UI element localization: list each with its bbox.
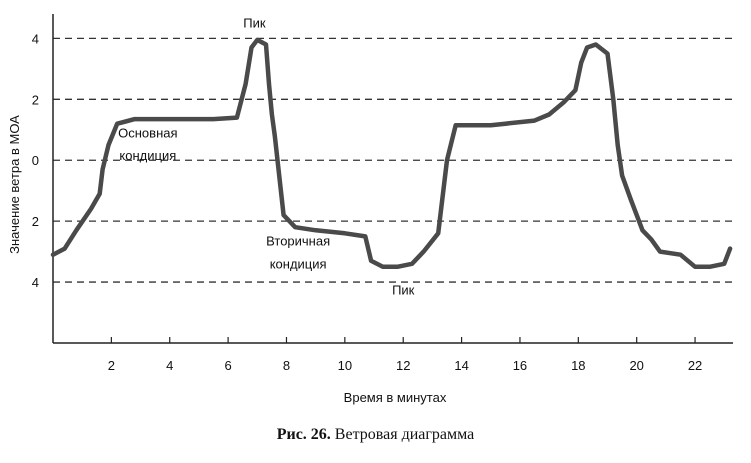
- x-tick-label: 22: [688, 358, 702, 373]
- annotation-label: Пик: [243, 16, 266, 31]
- y-tick-label: 4: [32, 31, 39, 46]
- x-tick-label: 20: [629, 358, 643, 373]
- annotation-label: Вторичная: [266, 234, 330, 249]
- x-tick-label: 4: [166, 358, 173, 373]
- x-tick-label: 16: [513, 358, 527, 373]
- x-axis-label: Время в минутах: [344, 390, 447, 405]
- y-tick-label: 4: [32, 275, 39, 290]
- y-axis-label: Значение ветра в МОА: [7, 115, 22, 254]
- y-tick-label: 0: [32, 153, 39, 168]
- caption-label: Рис. 26.: [276, 426, 331, 443]
- annotation-label: кондиция: [119, 148, 176, 163]
- x-tick-label: 6: [224, 358, 231, 373]
- x-tick-label: 8: [283, 358, 290, 373]
- x-tick-label: 18: [571, 358, 585, 373]
- figure-caption: Рис. 26. Ветровая диаграмма: [0, 426, 751, 444]
- annotation-label: Основная: [118, 125, 177, 140]
- caption-text: Ветровая диаграмма: [330, 426, 475, 443]
- x-tick-label: 10: [338, 358, 352, 373]
- x-tick-label: 14: [454, 358, 468, 373]
- annotation-label: Пик: [392, 282, 415, 297]
- x-tick-label: 12: [396, 358, 410, 373]
- x-tick-label: 2: [108, 358, 115, 373]
- y-tick-label: 2: [32, 214, 39, 229]
- series-line-0: [50, 37, 733, 270]
- y-tick-label: 2: [32, 92, 39, 107]
- annotation-label: кондиция: [270, 256, 327, 271]
